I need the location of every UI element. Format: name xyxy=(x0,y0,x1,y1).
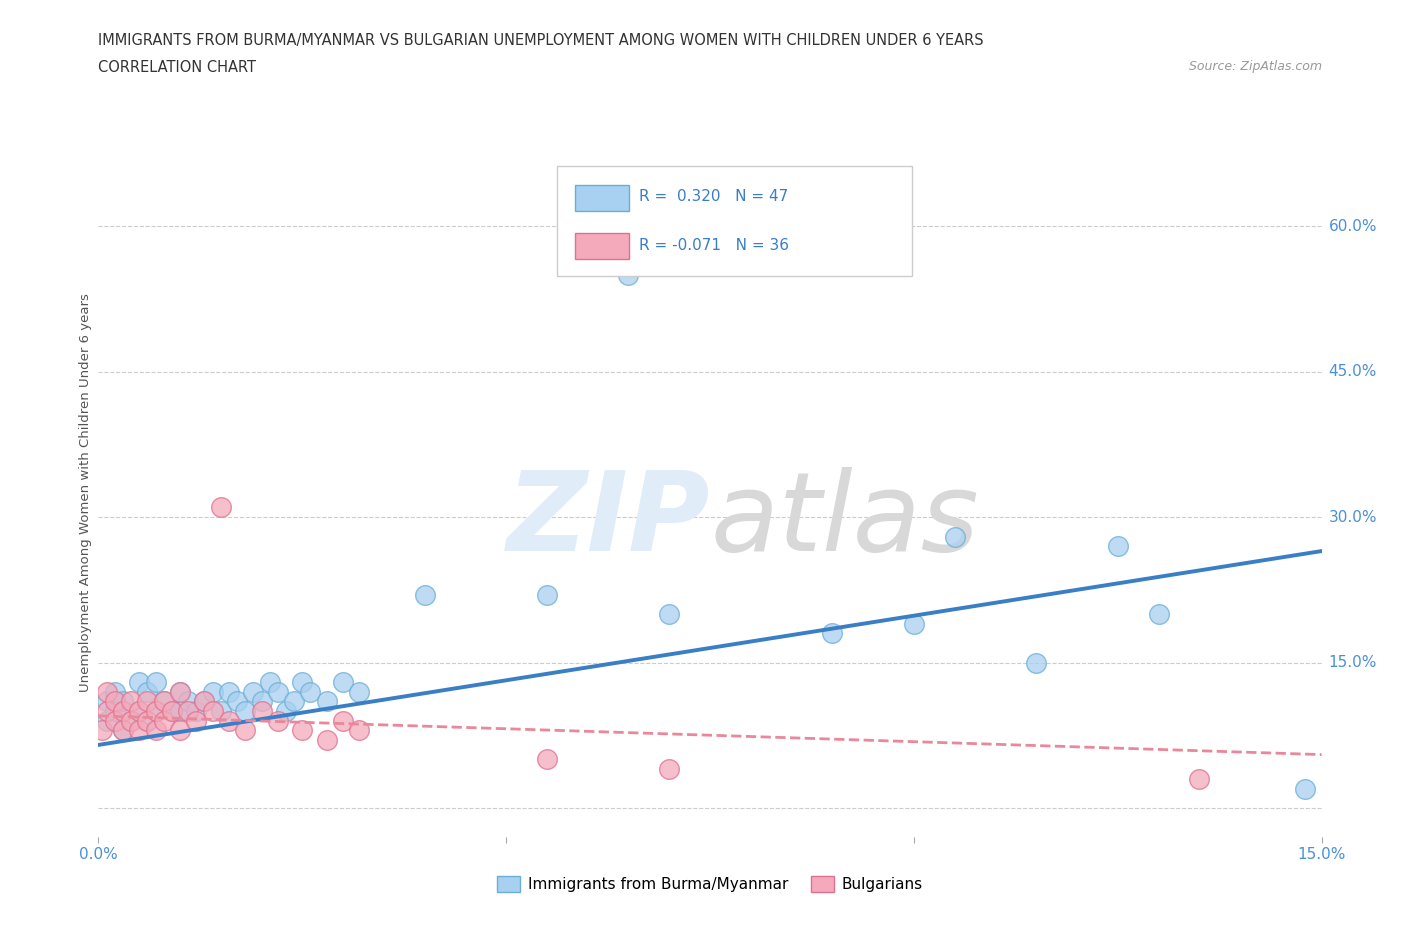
Point xyxy=(218,684,240,699)
Point xyxy=(1294,781,1316,796)
Point xyxy=(136,684,159,699)
Point xyxy=(96,713,118,728)
Text: 30.0%: 30.0% xyxy=(1329,510,1376,525)
Point xyxy=(250,694,273,709)
Point xyxy=(111,694,134,709)
Point xyxy=(283,694,305,709)
Point xyxy=(104,704,127,719)
Text: CORRELATION CHART: CORRELATION CHART xyxy=(98,60,256,75)
Point xyxy=(136,713,159,728)
Point xyxy=(267,713,290,728)
Point xyxy=(96,694,118,709)
Point xyxy=(169,723,191,737)
Point xyxy=(160,704,183,719)
Point xyxy=(145,723,167,737)
Point xyxy=(349,723,371,737)
Point xyxy=(250,704,273,719)
Text: 15.0%: 15.0% xyxy=(1329,655,1376,670)
Text: R = -0.071   N = 36: R = -0.071 N = 36 xyxy=(640,238,789,253)
Point xyxy=(145,704,167,719)
Point xyxy=(658,606,681,621)
Point xyxy=(291,674,314,689)
Point xyxy=(218,713,240,728)
Point xyxy=(1025,655,1047,670)
Point xyxy=(315,694,337,709)
Point xyxy=(536,587,558,602)
Point xyxy=(259,674,281,689)
Point xyxy=(267,684,290,699)
Point xyxy=(145,674,167,689)
Point xyxy=(209,704,232,719)
Point xyxy=(111,723,134,737)
Point xyxy=(104,694,127,709)
Point xyxy=(136,713,159,728)
Point xyxy=(903,617,925,631)
Point xyxy=(201,684,224,699)
Point xyxy=(120,713,142,728)
Text: 60.0%: 60.0% xyxy=(1329,219,1376,233)
Point xyxy=(821,626,844,641)
Point xyxy=(169,704,191,719)
Point xyxy=(120,694,142,709)
Point xyxy=(1147,606,1170,621)
Point xyxy=(349,684,371,699)
Point xyxy=(177,704,200,719)
Legend: Immigrants from Burma/Myanmar, Bulgarians: Immigrants from Burma/Myanmar, Bulgarian… xyxy=(491,870,929,898)
Point xyxy=(413,587,436,602)
Point xyxy=(152,694,174,709)
Point xyxy=(128,723,150,737)
Point xyxy=(658,762,681,777)
Point xyxy=(96,684,118,699)
FancyBboxPatch shape xyxy=(557,166,912,276)
Point xyxy=(332,674,354,689)
FancyBboxPatch shape xyxy=(575,184,630,211)
Point xyxy=(177,694,200,709)
Point xyxy=(128,674,150,689)
Point xyxy=(332,713,354,728)
Text: atlas: atlas xyxy=(710,467,979,574)
Point xyxy=(186,713,208,728)
Point xyxy=(536,752,558,767)
Point xyxy=(91,723,114,737)
Point xyxy=(315,733,337,748)
Point xyxy=(152,694,174,709)
Point xyxy=(111,723,134,737)
Point xyxy=(209,500,232,515)
Point xyxy=(291,723,314,737)
Point xyxy=(943,529,966,544)
Point xyxy=(274,704,297,719)
Point xyxy=(120,713,142,728)
Point xyxy=(1188,771,1211,786)
Point xyxy=(233,723,256,737)
Point xyxy=(145,704,167,719)
Point xyxy=(186,704,208,719)
Point xyxy=(242,684,264,699)
Point xyxy=(128,704,150,719)
Text: ZIP: ZIP xyxy=(506,467,710,574)
Point xyxy=(1107,538,1129,553)
Point xyxy=(160,704,183,719)
Point xyxy=(233,704,256,719)
Point xyxy=(201,704,224,719)
FancyBboxPatch shape xyxy=(575,232,630,259)
Point xyxy=(169,684,191,699)
Point xyxy=(104,684,127,699)
Point xyxy=(193,694,215,709)
Point xyxy=(104,713,127,728)
Point xyxy=(193,694,215,709)
Point xyxy=(128,704,150,719)
Point xyxy=(617,267,640,282)
Point xyxy=(226,694,249,709)
Y-axis label: Unemployment Among Women with Children Under 6 years: Unemployment Among Women with Children U… xyxy=(79,294,91,692)
Point xyxy=(136,694,159,709)
Point xyxy=(152,713,174,728)
Point xyxy=(169,684,191,699)
Point xyxy=(299,684,322,699)
Text: 45.0%: 45.0% xyxy=(1329,365,1376,379)
Text: Source: ZipAtlas.com: Source: ZipAtlas.com xyxy=(1188,60,1322,73)
Text: R =  0.320   N = 47: R = 0.320 N = 47 xyxy=(640,190,789,205)
Point xyxy=(111,704,134,719)
Point xyxy=(96,704,118,719)
Text: IMMIGRANTS FROM BURMA/MYANMAR VS BULGARIAN UNEMPLOYMENT AMONG WOMEN WITH CHILDRE: IMMIGRANTS FROM BURMA/MYANMAR VS BULGARI… xyxy=(98,33,984,47)
